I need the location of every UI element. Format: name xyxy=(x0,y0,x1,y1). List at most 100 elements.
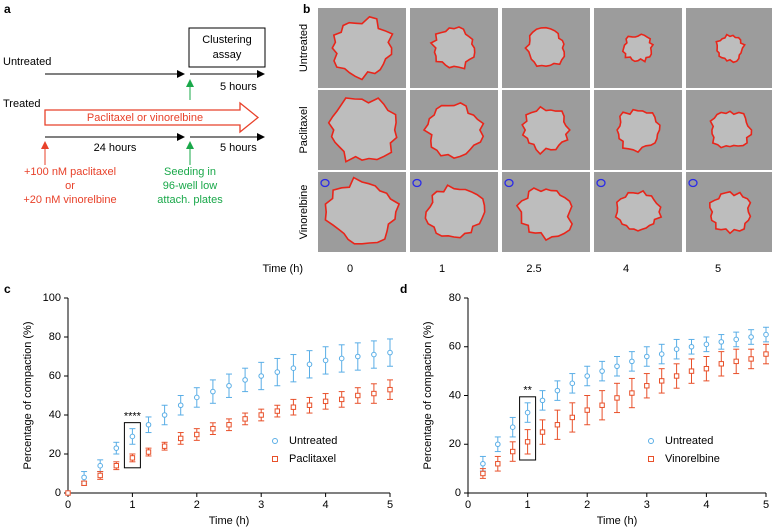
marker xyxy=(718,361,724,367)
panel-label: d xyxy=(400,282,407,296)
panel-b: Untreated Paclitaxel Vinorelbine 0 1 2.5 4 5 Tim… xyxy=(262,8,772,275)
marker xyxy=(242,416,248,422)
x-axis-label: Time (h) xyxy=(597,515,638,527)
legend-label: Untreated xyxy=(289,435,337,447)
x-tick-label: 3 xyxy=(258,499,264,511)
row-label: Untreated xyxy=(298,24,310,72)
marker xyxy=(322,398,329,405)
drug-text: +20 nM vinorelbine xyxy=(23,194,116,206)
marker xyxy=(733,358,739,365)
marker xyxy=(495,441,501,448)
marker xyxy=(569,414,575,421)
cluster-outline xyxy=(709,110,753,149)
box-text: assay xyxy=(213,49,242,61)
x-tick-label: 2 xyxy=(194,499,200,511)
marker xyxy=(322,357,329,364)
marker xyxy=(703,341,710,348)
marker xyxy=(371,390,377,397)
y-tick-label: 40 xyxy=(449,389,461,401)
chart: c 0 20 40 60 80 100 0 1 2 3 4 5 Time (h) Percentage of… xyxy=(4,282,393,527)
marker xyxy=(748,356,754,362)
x-tick-label: 5 xyxy=(763,499,769,511)
cluster-outline xyxy=(521,105,571,156)
debris-outline xyxy=(504,178,514,188)
duration: 24 hours xyxy=(94,142,137,154)
cluster-outline xyxy=(327,97,398,163)
time-axis-label: Time (h) xyxy=(262,263,303,275)
x-tick-label: 2 xyxy=(584,499,590,511)
marker xyxy=(524,439,531,445)
y-axis-label: Percentage of compaction (%) xyxy=(422,322,434,470)
annotation: ** xyxy=(523,385,532,397)
y-tick-label: 0 xyxy=(455,487,461,499)
cluster-outline xyxy=(515,187,573,242)
marker xyxy=(629,358,635,365)
y-tick-label: 20 xyxy=(449,438,461,450)
marker xyxy=(306,402,313,408)
seed-text: Seeding in xyxy=(164,166,216,178)
marker xyxy=(81,474,87,481)
marker xyxy=(599,368,605,374)
marker xyxy=(306,361,313,368)
x-tick-label: 4 xyxy=(323,499,329,511)
time-label: 2.5 xyxy=(526,263,541,275)
marker xyxy=(258,412,264,418)
marker xyxy=(129,433,136,440)
marker xyxy=(495,461,501,467)
treatment-text: Paclitaxel or vinorelbine xyxy=(87,112,203,124)
marker xyxy=(355,353,361,360)
marker xyxy=(688,343,695,350)
marker xyxy=(733,336,740,343)
y-tick-label: 40 xyxy=(49,409,61,421)
x-axis-label: Time (h) xyxy=(209,515,250,527)
cluster-outline xyxy=(422,102,485,159)
drug-text: +100 nM paclitaxel xyxy=(24,166,116,178)
marker xyxy=(129,455,136,461)
marker xyxy=(274,369,281,375)
marker xyxy=(703,365,710,372)
x-tick-label: 1 xyxy=(525,499,531,511)
x-tick-label: 5 xyxy=(387,499,393,511)
chart: d 0 20 40 60 80 0 1 2 3 4 5 Time (h) Percentage of co… xyxy=(400,282,769,527)
cluster-outline xyxy=(708,190,752,235)
row-label: Untreated xyxy=(3,56,51,68)
cluster-outline xyxy=(621,33,655,63)
x-tick-label: 0 xyxy=(465,499,471,511)
marker xyxy=(763,351,769,357)
cluster-outline xyxy=(331,15,394,81)
time-label: 4 xyxy=(623,263,629,275)
marker xyxy=(599,402,605,408)
marker xyxy=(510,448,516,455)
x-tick-label: 3 xyxy=(644,499,650,511)
marker xyxy=(629,390,635,396)
legend-marker xyxy=(272,456,278,462)
annotation: **** xyxy=(124,411,142,423)
legend-label: Vinorelbine xyxy=(665,453,720,465)
marker xyxy=(509,424,516,430)
debris-outline xyxy=(412,178,422,188)
marker xyxy=(480,470,486,477)
row-label: Paclitaxel xyxy=(298,106,310,153)
panel-label: c xyxy=(4,282,11,296)
marker xyxy=(554,387,561,394)
y-tick-label: 20 xyxy=(49,448,61,460)
marker xyxy=(644,383,650,389)
panel-label: b xyxy=(303,2,310,16)
marker xyxy=(584,373,591,379)
marker xyxy=(97,472,103,479)
legend-label: Paclitaxel xyxy=(289,453,336,465)
marker xyxy=(113,463,119,469)
legend-marker xyxy=(648,456,654,462)
marker xyxy=(763,331,769,338)
y-tick-label: 80 xyxy=(49,331,61,343)
marker xyxy=(569,380,576,387)
annotation-box xyxy=(123,422,141,469)
marker xyxy=(554,422,561,428)
marker xyxy=(673,373,680,379)
marker xyxy=(178,435,184,442)
time-label: 5 xyxy=(715,263,721,275)
marker xyxy=(145,449,152,455)
time-label: 0 xyxy=(347,263,353,275)
x-tick-label: 0 xyxy=(65,499,71,511)
